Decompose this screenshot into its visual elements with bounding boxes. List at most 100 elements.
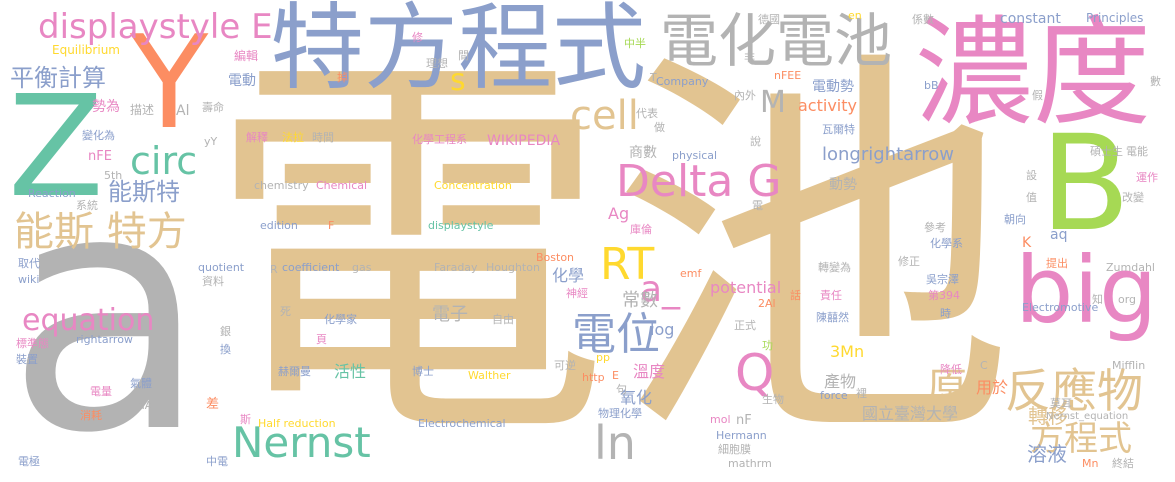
word-shiwei: 勢為 — [92, 99, 120, 115]
word-huaxue: 化學 — [552, 266, 585, 285]
word-circ: circ — [130, 139, 198, 183]
word-nongdu: 濃度 — [915, 4, 1152, 142]
word-di394: 第394 — [928, 289, 960, 302]
word-jieshi: 解釋 — [246, 131, 268, 144]
word-cha: 差 — [206, 397, 220, 412]
word-diandong: 電動 — [228, 73, 256, 89]
word-ln: ln — [594, 416, 636, 470]
word-huoxing: 活性 — [334, 362, 367, 381]
word-xitong: 系統 — [76, 199, 98, 212]
word-principles: Principles — [1086, 11, 1144, 25]
word-reaction: Reaction — [28, 187, 76, 200]
word-qudai: 取代 — [18, 257, 40, 270]
word-mol: mol — [710, 413, 731, 426]
word-org: org — [1118, 293, 1137, 306]
word-equation: equation — [22, 303, 155, 338]
word-hermann: Hermann — [716, 429, 767, 442]
word-qiti: 氣體 — [130, 377, 152, 390]
word-zhuanyi: 轉移 — [1028, 404, 1068, 428]
word-jian: 間 — [458, 49, 469, 62]
word-nFE: nFE — [88, 149, 112, 164]
word-yanghua: 氧化 — [620, 388, 653, 407]
word-log: log — [650, 320, 675, 339]
word-fangchengshi: 方程式 — [1030, 419, 1132, 459]
word-yin: 銀 — [220, 325, 231, 338]
word-displaystyle-small: displaystyle — [428, 219, 494, 232]
word-zhuangzhi: 裝置 — [16, 353, 38, 366]
word-shuoshisheng: 碩士生 — [1090, 145, 1123, 158]
word-K: K — [1022, 235, 1032, 251]
word-activity: activity — [798, 96, 857, 115]
word-shengwu: 生物 — [762, 393, 784, 406]
word-deguo: 德國 — [758, 13, 780, 26]
word-rightarrow: rightarrow — [76, 333, 133, 346]
word-zumdahl: Zumdahl — [1106, 261, 1155, 274]
word-shijian: 時間 — [312, 131, 334, 144]
word-dongshi: 動勢 — [829, 177, 857, 193]
word-aq: aq — [1050, 227, 1068, 243]
word-yongyu: 用於 — [976, 378, 1009, 397]
word-nF: nF — [736, 413, 752, 428]
word-chenxiran: 陳囍然 — [816, 311, 849, 324]
word-bianhuawei: 變化為 — [82, 129, 115, 142]
word-electrochemical: Electrochemical — [418, 417, 506, 430]
word-houghton: Houghton — [486, 261, 540, 274]
word-zhi-know: 知 — [1092, 293, 1103, 306]
word-kulun: 庫倫 — [630, 223, 652, 236]
word-gas: gas — [352, 261, 372, 274]
word-moer: 莫耳 — [1050, 397, 1072, 410]
word-3Mn: 3Mn — [830, 342, 865, 361]
word-si-death: 死 — [280, 305, 291, 318]
word-M: M — [760, 85, 786, 120]
word-wendu: 溫度 — [633, 362, 666, 381]
word-RT: RT — [600, 239, 655, 290]
word-zhongjie: 終結 — [1112, 457, 1134, 470]
word-waerte: 瓦爾特 — [822, 123, 855, 136]
word-physical: physical — [672, 149, 718, 162]
word-Q: Q — [735, 344, 775, 402]
word-huaxue-gongcheng: 化學工程系 — [412, 133, 467, 146]
word-fanyingwu: 反應物 — [1005, 364, 1143, 418]
word-miaoshu: 描述 — [130, 103, 155, 117]
word-http: http — [582, 371, 605, 384]
word-aA: aA — [138, 399, 153, 412]
word-chemistry: chemistry — [254, 179, 309, 192]
word-chemical: Chemical — [316, 179, 368, 192]
word-ziyou: 自由 — [492, 313, 514, 326]
word-ntu: 國立臺灣大學 — [862, 404, 959, 423]
word-zhengshi: 正式 — [734, 319, 756, 332]
word-Y: Y — [130, 9, 209, 158]
word-zhongban: 中半 — [624, 37, 646, 50]
word-diandongshi: 電動勢 — [812, 79, 854, 95]
word-half-reduction: Half reduction — [258, 417, 336, 430]
word-zuo: 做 — [654, 121, 665, 134]
word-dianwei: 電位 — [572, 309, 660, 360]
word-a-sub: a_ — [640, 269, 681, 310]
word-emf: emf — [680, 267, 702, 280]
word-keni: 可逆 — [554, 359, 576, 372]
word-boshi: 博士 — [412, 365, 434, 378]
word-wuzongze: 吳宗澤 — [926, 273, 959, 286]
word-shi-time: 時 — [940, 307, 951, 320]
word-heerman: 赫爾曼 — [278, 365, 311, 378]
word-yuan: 原 — [927, 365, 967, 411]
word-nFEE: nFEE — [774, 69, 802, 82]
word-longrightarrow: longrightarrow — [822, 144, 954, 165]
word-walther: Walther — [468, 369, 511, 382]
word-equilibrium: Equilibrium — [52, 43, 120, 57]
word-dian: 電 — [752, 199, 763, 212]
word-ye: 頁 — [316, 333, 327, 346]
word-a: a — [6, 121, 209, 482]
word-E-small: E — [612, 369, 619, 382]
word-xiuzheng: 修正 — [898, 255, 920, 268]
word-constant: constant — [1000, 11, 1061, 27]
word-mathrm: mathrm — [728, 457, 772, 470]
word-pp: pp — [596, 351, 610, 364]
word-edition: edition — [260, 219, 298, 232]
word-coefficient: coefficient — [282, 261, 340, 274]
word-nernst-equation: Nernst_equation — [1046, 411, 1129, 422]
word-fala: 法拉 — [282, 131, 304, 144]
word-displaystyle-E: displaystyle E — [38, 7, 273, 47]
word-wulihuaxue: 物理化學 — [598, 407, 642, 420]
word-5th: 5th — [104, 169, 123, 182]
